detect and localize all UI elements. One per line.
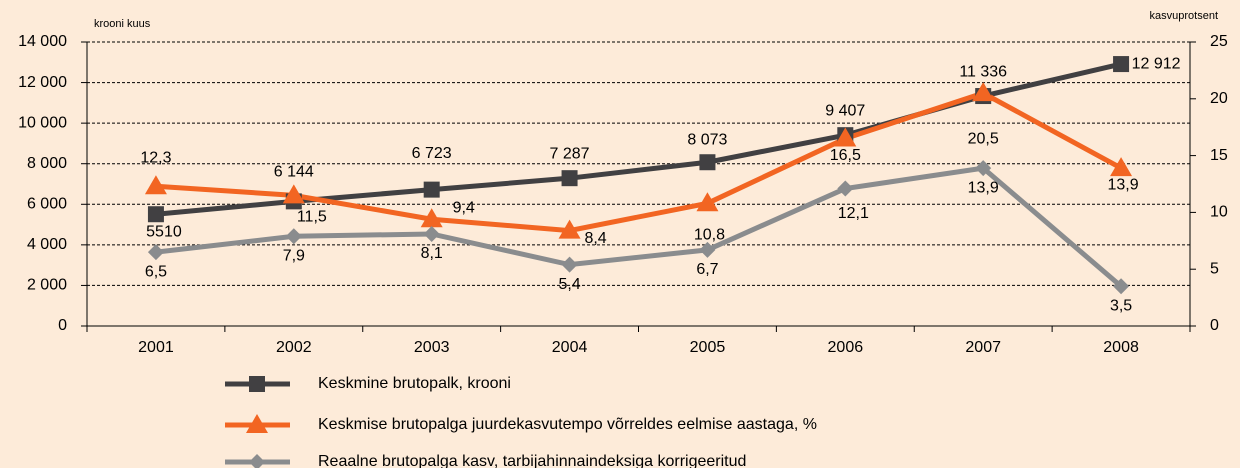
- data-label: 6,7: [696, 261, 718, 278]
- point-marker: [699, 241, 716, 258]
- y-tick-label: 6 000: [27, 196, 67, 213]
- point-marker: [834, 127, 857, 147]
- point-marker: [558, 219, 581, 239]
- y-tick-label: 14 000: [18, 33, 67, 50]
- y2-tick-label: 20: [1210, 90, 1228, 107]
- point-marker: [285, 228, 302, 245]
- point-marker: [1113, 56, 1130, 73]
- point-marker: [975, 160, 992, 177]
- data-label: 5,4: [558, 276, 580, 293]
- point-marker: [561, 256, 578, 273]
- point-marker: [699, 154, 716, 171]
- data-label: 8 073: [687, 131, 727, 148]
- y-tick-label: 10 000: [18, 114, 67, 131]
- legend-marker: [249, 376, 265, 392]
- y2-tick-label: 0: [1210, 317, 1219, 334]
- y-tick-label: 8 000: [27, 155, 67, 172]
- data-label: 16,5: [830, 147, 861, 164]
- x-tick-label: 2002: [276, 339, 312, 356]
- data-label: 9 407: [825, 102, 865, 119]
- y2-tick-label: 25: [1210, 33, 1228, 50]
- data-label: 5510: [146, 223, 182, 240]
- data-label: 3,5: [1110, 297, 1132, 314]
- legend-label: Keskmine brutopalk, krooni: [318, 375, 511, 392]
- x-tick-label: 2007: [965, 339, 1001, 356]
- legend-marker: [246, 414, 268, 433]
- data-label: 6 144: [274, 164, 314, 181]
- data-label: 13,9: [1107, 176, 1138, 193]
- point-marker: [696, 192, 719, 212]
- y-tick-label: 12 000: [18, 74, 67, 91]
- data-label: 20,5: [968, 130, 999, 147]
- y-tick-label: 0: [58, 317, 67, 334]
- data-label: 12,3: [140, 149, 171, 166]
- point-marker: [561, 170, 578, 187]
- data-label: 9,4: [453, 199, 475, 216]
- data-label: 11,5: [297, 209, 327, 226]
- legend-label: Reaalne brutopalga kasv, tarbijahinnaind…: [318, 453, 746, 468]
- data-label: 12,1: [838, 205, 869, 222]
- data-label: 13,9: [968, 179, 999, 196]
- data-label: 8,4: [584, 230, 606, 247]
- y2-axis-title: kasvuprotsent: [1150, 10, 1218, 22]
- x-tick-label: 2003: [414, 339, 450, 356]
- x-tick-label: 2008: [1103, 339, 1139, 356]
- point-marker: [144, 175, 167, 195]
- data-label: 8,1: [421, 245, 443, 262]
- data-label: 6 723: [412, 145, 452, 162]
- data-label: 7 287: [550, 145, 590, 162]
- point-marker: [282, 184, 305, 204]
- point-marker: [423, 225, 440, 242]
- legend-label: Keskmise brutopalga juurdekasvutempo võr…: [318, 416, 817, 433]
- data-label: 12 912: [1132, 55, 1181, 72]
- x-tick-label: 2005: [690, 339, 726, 356]
- y2-tick-label: 10: [1210, 204, 1228, 221]
- point-marker: [147, 206, 164, 223]
- point-marker: [1110, 157, 1133, 177]
- y-axis-title: krooni kuus: [94, 18, 151, 30]
- data-label: 10,8: [694, 227, 725, 244]
- point-marker: [1113, 278, 1130, 295]
- y2-tick-label: 15: [1210, 147, 1228, 164]
- y2-tick-label: 5: [1210, 260, 1219, 277]
- point-marker: [837, 180, 854, 197]
- y-tick-label: 2 000: [27, 277, 67, 294]
- series-line: [155, 165, 1123, 289]
- series-line: [155, 90, 1123, 234]
- point-marker: [972, 82, 995, 102]
- data-label: 11 336: [959, 63, 1007, 80]
- y-tick-label: 4 000: [27, 236, 67, 253]
- point-marker: [420, 208, 443, 228]
- data-label: 6,5: [145, 263, 167, 280]
- data-label: 7,9: [283, 247, 305, 264]
- legend-marker: [249, 454, 265, 468]
- x-tick-label: 2001: [138, 339, 174, 356]
- x-tick-label: 2006: [828, 339, 864, 356]
- x-tick-label: 2004: [552, 339, 588, 356]
- point-marker: [147, 244, 164, 261]
- point-marker: [423, 181, 440, 198]
